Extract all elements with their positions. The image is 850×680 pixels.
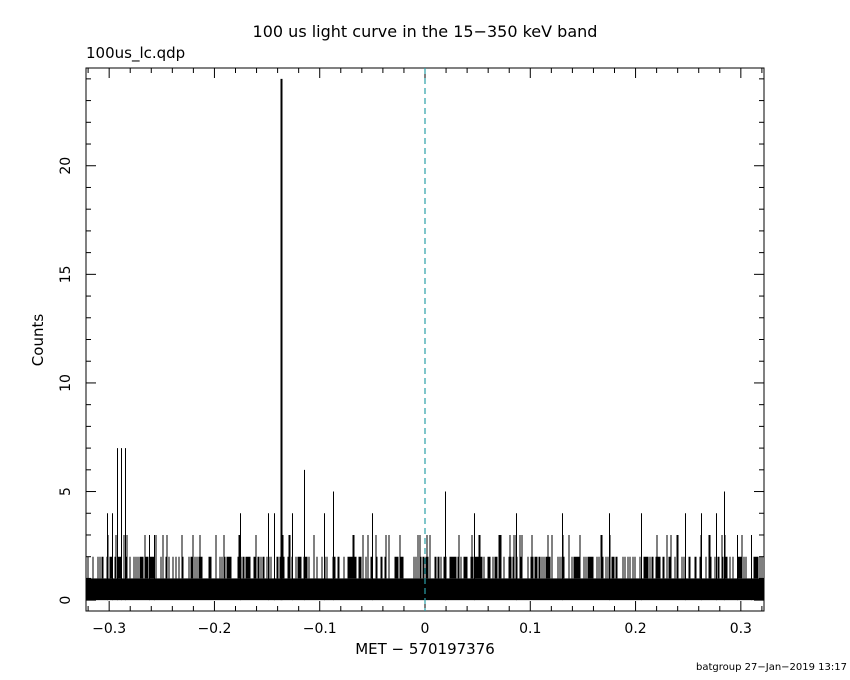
y-tick-label: 20 <box>58 157 74 175</box>
y-tick-label: 15 <box>58 265 74 283</box>
x-tick-label: 0.2 <box>624 621 646 637</box>
footer-stamp: batgroup 27−Jan−2019 13:17 <box>696 662 847 673</box>
y-axis-ticks: 0 5 10 15 20 <box>58 78 764 605</box>
x-tick-label: −0.1 <box>303 621 337 637</box>
x-tick-label: −0.2 <box>197 621 231 637</box>
y-tick-label: 5 <box>58 487 74 496</box>
x-tick-label: 0.1 <box>519 621 541 637</box>
x-tick-label: −0.3 <box>92 621 126 637</box>
x-axis-ticks: −0.3 −0.2 −0.1 0 0.1 0.2 0.3 <box>87 68 763 637</box>
y-tick-label: 0 <box>58 596 74 605</box>
y-tick-label: 10 <box>58 374 74 392</box>
x-axis-label: MET − 570197376 <box>355 640 495 658</box>
y-axis-label: Counts <box>29 313 47 367</box>
count-bars <box>107 78 752 601</box>
x-tick-label: 0 <box>421 621 430 637</box>
chart-title: 100 us light curve in the 15−350 keV ban… <box>252 22 598 41</box>
x-tick-label: 0.3 <box>730 621 752 637</box>
file-label: 100us_lc.qdp <box>86 44 186 62</box>
